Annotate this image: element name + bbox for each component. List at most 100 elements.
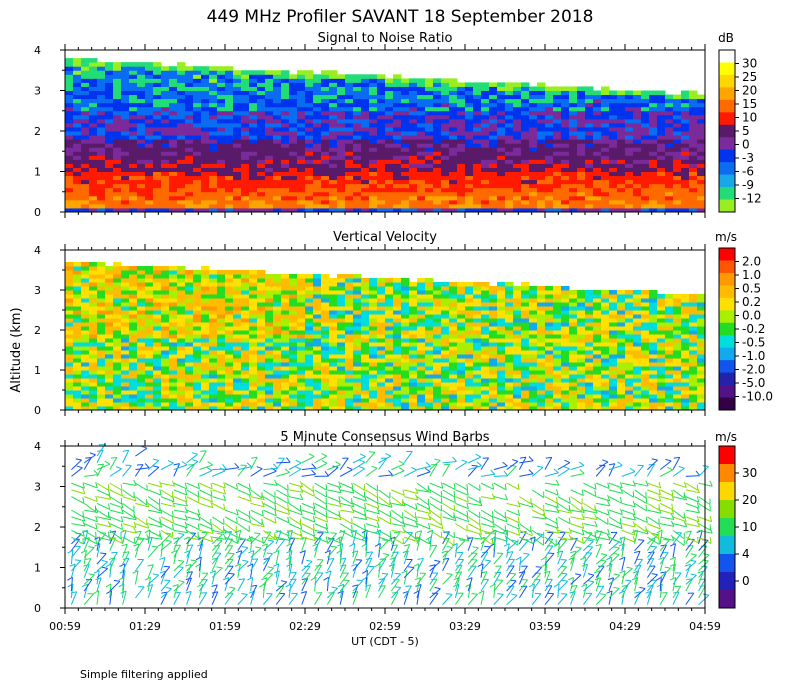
vv-cell [153, 350, 162, 355]
vv-cell [497, 318, 506, 323]
snr-cell [665, 167, 674, 172]
snr-cell [273, 131, 282, 136]
snr-cell [417, 143, 426, 148]
snr-cell [465, 135, 474, 140]
vv-cell [249, 302, 258, 307]
vv-cell [161, 370, 170, 375]
snr-cell [193, 110, 202, 116]
vv-cell [89, 402, 98, 407]
vv-cell [297, 302, 306, 307]
vv-cell [521, 386, 530, 391]
snr-cell [657, 131, 666, 136]
snr-cell [449, 118, 458, 124]
vv-cell [513, 318, 522, 323]
vv-cell [121, 398, 130, 403]
vv-cell [553, 286, 562, 291]
vv-cell [97, 310, 106, 315]
snr-cell [553, 187, 562, 193]
vv-cell [113, 314, 122, 319]
snr-cell [73, 203, 82, 209]
snr-cell [409, 114, 418, 120]
snr-cell [521, 122, 530, 128]
snr-cell [561, 143, 570, 148]
vv-cell [337, 298, 346, 303]
vv-cell [265, 406, 274, 411]
vv-cell [545, 390, 554, 395]
snr-cell [113, 155, 122, 160]
vv-cell [561, 302, 570, 307]
vv-cell [473, 298, 482, 303]
snr-cell [433, 131, 442, 136]
snr-cell [369, 135, 378, 140]
snr-cell [113, 106, 122, 112]
snr-cell [529, 163, 538, 168]
snr-cell [513, 106, 522, 112]
snr-cell [465, 122, 474, 128]
snr-cell [481, 179, 490, 185]
vv-cell [377, 286, 386, 291]
vv-cell [449, 294, 458, 299]
vv-cell [137, 382, 146, 387]
vv-cell [257, 370, 266, 375]
snr-cell [153, 131, 162, 136]
snr-cell [593, 179, 602, 185]
vv-cell [177, 374, 186, 379]
vv-cell [81, 318, 90, 323]
vv-cell [433, 378, 442, 383]
snr-cell [353, 147, 362, 152]
vv-cell [153, 378, 162, 383]
vv-cell [457, 306, 466, 311]
snr-cell [697, 191, 706, 197]
vv-cell [297, 290, 306, 295]
snr-cell [153, 122, 162, 128]
snr-cell [361, 90, 370, 96]
snr-cell [241, 191, 250, 197]
vv-cell [273, 378, 282, 383]
vv-cell [409, 306, 418, 311]
snr-cell [209, 66, 218, 71]
snr-cell [673, 155, 682, 160]
vv-cell [537, 338, 546, 343]
vv-cell [441, 290, 450, 295]
vv-cell [97, 318, 106, 323]
vv-cell [137, 302, 146, 307]
snr-cell [625, 147, 634, 152]
snr-cell [145, 203, 154, 209]
vv-cell [497, 286, 506, 291]
vv-cell [105, 302, 114, 307]
snr-cell [649, 122, 658, 128]
snr-cell [257, 199, 266, 205]
snr-cell [361, 78, 370, 83]
snr-cell [377, 143, 386, 148]
vv-cell [121, 330, 130, 335]
snr-cell [465, 199, 474, 205]
vv-cell [137, 386, 146, 391]
vv-cell [369, 286, 378, 291]
vv-cell [369, 290, 378, 295]
snr-cell [561, 187, 570, 193]
vv-cell [153, 314, 162, 319]
vv-cell [473, 390, 482, 395]
snr-cell [305, 203, 314, 209]
vv-cell [217, 406, 226, 411]
snr-cell [161, 102, 170, 108]
snr-cell [601, 143, 610, 148]
snr-cell [161, 203, 170, 209]
snr-cell [105, 110, 114, 116]
snr-cell [73, 179, 82, 185]
vv-cell [441, 330, 450, 335]
snr-cell [609, 143, 618, 148]
snr-cell [385, 159, 394, 164]
snr-cell [465, 126, 474, 132]
snr-cell [305, 207, 314, 213]
snr-cell [201, 82, 210, 87]
snr-cell [369, 171, 378, 177]
snr-cell [89, 66, 98, 71]
vv-cell [241, 382, 250, 387]
vv-cell [145, 398, 154, 403]
colorbar-swatch [719, 149, 735, 163]
snr-cell [345, 195, 354, 201]
vv-cell [217, 274, 226, 279]
vv-cell [521, 330, 530, 335]
vv-cell [465, 350, 474, 355]
